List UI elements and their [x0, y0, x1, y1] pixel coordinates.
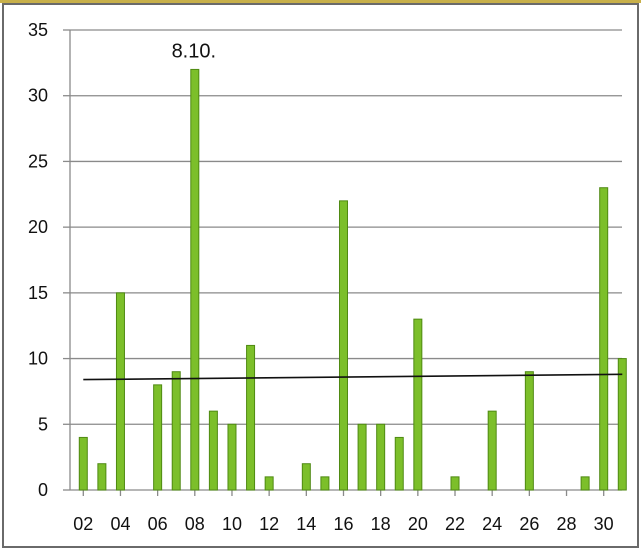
bar-day-11 [246, 344, 256, 491]
y-tick-label-25: 25 [28, 151, 48, 171]
bar-day-8 [190, 68, 200, 491]
x-tick-label-22: 22 [445, 514, 465, 534]
x-tick-label-14: 14 [296, 514, 316, 534]
x-tick-label-02: 02 [73, 514, 93, 534]
bar-day-29 [580, 476, 590, 491]
bar-day-12 [264, 476, 274, 491]
bar-day-4 [115, 292, 125, 491]
bars [78, 68, 627, 491]
bar-day-14 [301, 463, 311, 491]
x-tick-label-06: 06 [148, 514, 168, 534]
bar-day-24 [487, 410, 497, 491]
bar-day-18 [376, 423, 386, 491]
bar-day-19 [394, 436, 404, 491]
x-tick-label-28: 28 [557, 514, 577, 534]
x-tick-label-04: 04 [110, 514, 130, 534]
x-tick-label-26: 26 [519, 514, 539, 534]
y-tick-label-35: 35 [28, 20, 48, 40]
y-tick-label-10: 10 [28, 349, 48, 369]
bar-day-20 [413, 318, 423, 491]
x-tick-label-24: 24 [482, 514, 502, 534]
y-tick-label-15: 15 [28, 283, 48, 303]
bar-day-3 [97, 463, 107, 491]
y-tick-label-5: 5 [38, 414, 48, 434]
bar-day-22 [450, 476, 460, 491]
bar-day-26 [524, 371, 534, 491]
bar-day-31 [617, 358, 627, 491]
y-tick-label-20: 20 [28, 217, 48, 237]
bar-day-2 [78, 436, 88, 491]
x-tick-label-20: 20 [408, 514, 428, 534]
bar-day-30 [599, 187, 609, 491]
top-border [0, 0, 641, 3]
x-tick-label-08: 08 [185, 514, 205, 534]
trendline [83, 373, 623, 381]
x-tick-label-10: 10 [222, 514, 242, 534]
bar-day-7 [171, 371, 181, 491]
x-tick-label-16: 16 [333, 514, 353, 534]
y-axis: 0 5 10 15 20 25 30 35 [28, 20, 71, 500]
y-tick-label-30: 30 [28, 86, 48, 106]
x-tick-label-12: 12 [259, 514, 279, 534]
bar-day-9 [208, 410, 218, 491]
x-axis: 02 04 06 08 10 12 14 16 18 20 22 24 26 28 30 [70, 489, 622, 534]
bar-day-15 [320, 476, 330, 491]
bar-day-17 [357, 423, 367, 491]
bar-day-16 [338, 200, 348, 491]
x-tick-label-18: 18 [371, 514, 391, 534]
x-tick-label-30: 30 [594, 514, 614, 534]
y-tick-label-0: 0 [38, 480, 48, 500]
peak-annotation: 8.10. [172, 40, 216, 62]
bar-day-6 [153, 384, 163, 491]
bar-day-10 [227, 423, 237, 491]
trendline-line [83, 373, 623, 381]
